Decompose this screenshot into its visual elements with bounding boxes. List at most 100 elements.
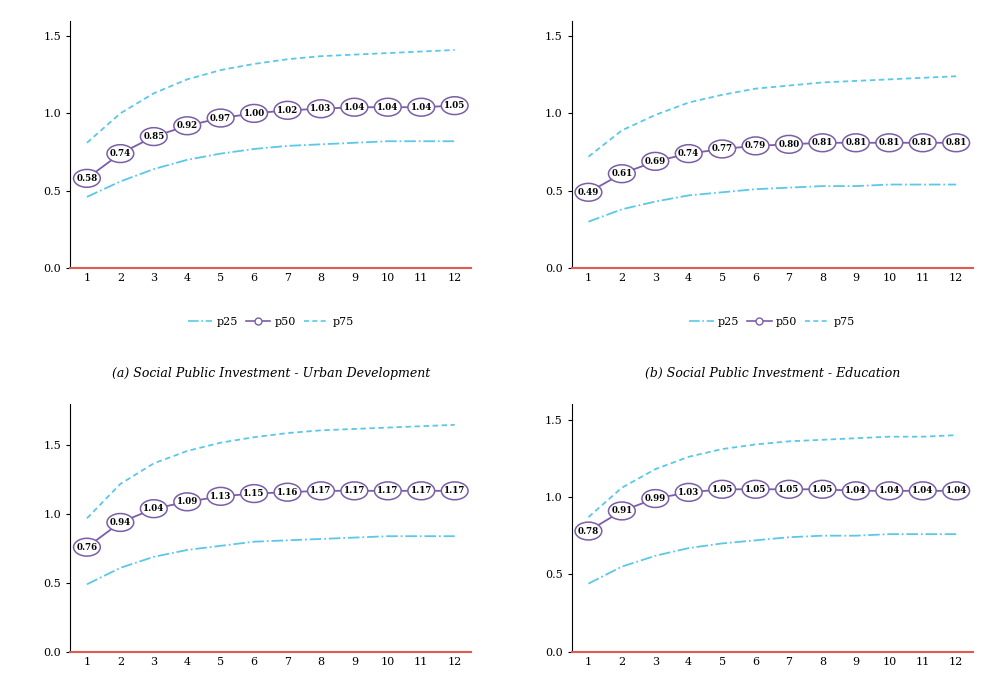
Ellipse shape [775,480,802,498]
Ellipse shape [741,480,769,498]
Ellipse shape [173,493,200,511]
Text: 1.02: 1.02 [277,106,298,115]
Ellipse shape [574,183,601,201]
Text: 1.15: 1.15 [243,489,265,498]
Ellipse shape [140,128,167,145]
Ellipse shape [708,480,734,498]
Text: 1.16: 1.16 [277,488,298,497]
Text: 0.91: 0.91 [610,506,632,515]
Text: 1.17: 1.17 [410,486,432,495]
Text: 1.04: 1.04 [410,103,432,112]
Ellipse shape [240,104,268,122]
Ellipse shape [875,482,902,499]
Text: 0.81: 0.81 [811,139,833,147]
Ellipse shape [408,98,434,116]
Text: (b) Social Public Investment - Education: (b) Social Public Investment - Education [644,367,899,380]
Ellipse shape [942,482,969,499]
Text: 0.79: 0.79 [744,141,766,150]
Text: 0.76: 0.76 [76,543,97,552]
Ellipse shape [741,137,769,155]
Ellipse shape [308,100,334,118]
Ellipse shape [809,480,835,498]
Ellipse shape [942,134,969,152]
Text: 0.94: 0.94 [109,518,131,527]
Ellipse shape [909,482,935,499]
Text: 1.04: 1.04 [143,504,164,513]
Ellipse shape [341,482,368,499]
Text: 0.81: 0.81 [878,139,899,147]
Ellipse shape [674,484,701,501]
Text: 0.77: 0.77 [710,145,732,154]
Ellipse shape [140,500,167,518]
Ellipse shape [708,140,734,158]
Text: 0.80: 0.80 [778,140,799,149]
Ellipse shape [274,102,301,119]
Ellipse shape [875,134,902,152]
Text: 1.03: 1.03 [677,488,698,497]
Ellipse shape [308,482,334,499]
Ellipse shape [674,145,701,163]
Ellipse shape [775,135,802,153]
Ellipse shape [641,490,668,508]
Text: 0.81: 0.81 [845,139,866,147]
Text: 1.04: 1.04 [878,486,899,495]
Text: 0.49: 0.49 [577,188,598,197]
Ellipse shape [641,152,668,170]
Text: 0.78: 0.78 [577,527,598,536]
Ellipse shape [274,484,301,501]
Text: 1.05: 1.05 [744,485,766,494]
Ellipse shape [207,488,233,505]
Ellipse shape [374,98,401,116]
Text: 1.09: 1.09 [176,497,197,506]
Ellipse shape [73,539,100,556]
Legend: p25, p50, p75: p25, p50, p75 [183,313,358,332]
Text: 0.61: 0.61 [610,169,632,178]
Ellipse shape [809,134,835,152]
Text: 1.04: 1.04 [945,486,966,495]
Text: 1.00: 1.00 [243,109,265,118]
Ellipse shape [173,117,200,134]
Text: 1.05: 1.05 [444,101,465,110]
Ellipse shape [240,485,268,502]
Text: 1.17: 1.17 [310,486,332,495]
Text: 0.99: 0.99 [644,494,665,503]
Text: (a) Social Public Investment - Urban Development: (a) Social Public Investment - Urban Dev… [111,367,430,380]
Text: 1.04: 1.04 [377,103,398,112]
Text: 1.04: 1.04 [845,486,866,495]
Text: 0.81: 0.81 [911,139,933,147]
Text: 0.69: 0.69 [644,157,665,166]
Text: 1.05: 1.05 [811,485,833,494]
Ellipse shape [441,97,468,115]
Ellipse shape [574,522,601,540]
Text: 0.97: 0.97 [209,113,231,123]
Ellipse shape [207,109,233,127]
Text: 1.17: 1.17 [377,486,398,495]
Text: 0.74: 0.74 [677,149,698,158]
Text: 1.17: 1.17 [344,486,365,495]
Ellipse shape [842,134,869,152]
Text: 1.13: 1.13 [209,492,231,501]
Text: 1.04: 1.04 [911,486,933,495]
Ellipse shape [341,98,368,116]
Ellipse shape [374,482,401,499]
Ellipse shape [608,502,634,520]
Ellipse shape [441,482,468,499]
Text: 1.04: 1.04 [344,103,365,112]
Legend: p25, p50, p75: p25, p50, p75 [684,313,859,332]
Text: 1.05: 1.05 [778,485,799,494]
Text: 1.03: 1.03 [310,104,332,113]
Ellipse shape [608,165,634,182]
Ellipse shape [842,482,869,499]
Ellipse shape [107,514,133,532]
Ellipse shape [408,482,434,499]
Ellipse shape [73,169,100,187]
Ellipse shape [107,145,133,163]
Text: 0.92: 0.92 [176,121,197,130]
Text: 0.58: 0.58 [76,174,97,183]
Ellipse shape [909,134,935,152]
Text: 1.05: 1.05 [710,485,732,494]
Text: 0.74: 0.74 [109,149,131,158]
Text: 1.17: 1.17 [444,486,465,495]
Text: 0.85: 0.85 [143,132,164,141]
Text: 0.81: 0.81 [945,139,966,147]
